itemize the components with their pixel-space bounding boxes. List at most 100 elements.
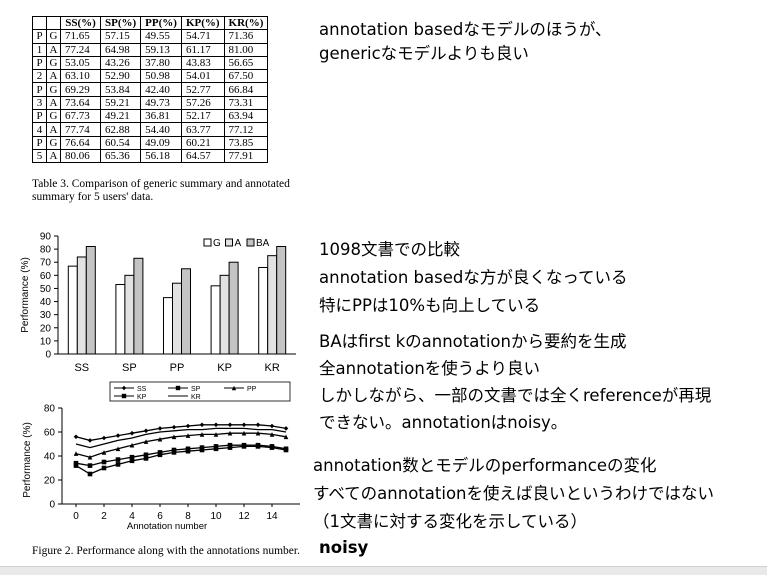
- table-cell: P: [32, 55, 47, 71]
- marker-square: [171, 447, 177, 453]
- table-cell: 73.64: [60, 95, 101, 111]
- marker-diamond: [115, 433, 121, 438]
- note-line: できない。annotationはnoisy。: [319, 413, 568, 432]
- note-block-4: annotation数とモデルのperformanceの変化 すべてのannot…: [313, 452, 714, 536]
- marker-square: [101, 459, 107, 465]
- marker-diamond: [121, 385, 127, 391]
- table-caption: Table 3. Comparison of generic summary a…: [32, 178, 290, 203]
- bar-a: [267, 255, 278, 355]
- y-tick-label: 40: [44, 452, 56, 463]
- table-cell: G: [46, 55, 61, 71]
- table-cell: 77.91: [223, 148, 269, 164]
- note-block-2: 1098文書での比較 annotation basedな方が良くなっている 特に…: [319, 236, 628, 320]
- note-line: BAはfirst kのannotationから要約を生成: [319, 332, 627, 351]
- x-axis-label: Annotation number: [127, 521, 207, 532]
- table-cell: 42.40: [140, 82, 182, 97]
- marker-triangle: [213, 432, 219, 437]
- marker-diamond: [241, 422, 247, 428]
- series-line-kr: [75, 427, 287, 449]
- y-tick-label: 80: [44, 404, 56, 415]
- marker-diamond: [185, 423, 191, 429]
- chart-legend: G A BA: [203, 238, 270, 249]
- table-body: P G 71.65 57.15 49.55 54.71 71.36 1 A 77.24 64.98 5…: [32, 29, 269, 164]
- marker-triangle: [199, 432, 205, 437]
- table-cell: G: [46, 29, 61, 44]
- legend-swatch: [203, 238, 212, 247]
- table-cell: 49.73: [140, 95, 182, 111]
- marker-triangle: [241, 430, 247, 436]
- y-tick-label: 0: [49, 500, 55, 511]
- table-cell: 50.98: [140, 69, 182, 84]
- marker-square: [101, 465, 107, 471]
- marker-square: [175, 385, 181, 391]
- note-line: annotation数とモデルのperformanceの変化: [313, 456, 657, 475]
- x-tick-label: 8: [185, 511, 191, 522]
- table-cell: 4: [32, 122, 47, 137]
- note-line: annotation basedな方が良くなっている: [319, 268, 628, 287]
- bar-ba: [85, 245, 96, 355]
- table-cell: P: [32, 135, 47, 150]
- marker-diamond: [129, 430, 135, 436]
- y-tick-label: 0: [45, 350, 51, 361]
- bar-ba: [276, 245, 287, 355]
- table-row: 5 A 80.06 65.36 56.18 64.57 77.91: [32, 148, 269, 164]
- legend-label: PP: [247, 386, 257, 393]
- marker-square: [185, 446, 191, 452]
- y-tick-label: 60: [40, 271, 52, 282]
- note-noisy: noisy: [319, 538, 369, 557]
- table-cell: 52.77: [180, 82, 225, 97]
- x-tick-label: 4: [129, 511, 135, 522]
- x-tick-label: 12: [238, 511, 250, 522]
- marker-square: [143, 452, 149, 458]
- table-cell: 73.31: [223, 95, 269, 111]
- table-cell: G: [46, 109, 61, 124]
- y-tick-label: 50: [40, 284, 52, 295]
- table-cell: 56.65: [223, 55, 269, 71]
- table-row: 1 A 77.24 64.98 59.13 61.17 81.00: [32, 42, 269, 57]
- marker-square: [213, 444, 219, 449]
- y-tick-label: 10: [40, 336, 52, 347]
- table-cell: 60.54: [99, 135, 142, 150]
- marker-square: [269, 445, 275, 450]
- marker-triangle: [283, 434, 289, 440]
- legend-label: A: [235, 238, 242, 249]
- table-cell: P: [32, 82, 47, 97]
- table-cell: 71.65: [60, 29, 101, 44]
- bar-a: [76, 256, 87, 355]
- table-row: P G 69.29 53.84 42.40 52.77 66.84: [32, 82, 269, 97]
- table-cell: 59.13: [140, 42, 182, 57]
- table-cell: 54.40: [140, 122, 182, 137]
- bar-chart: 0 10 20 30 40 50 60 70 80 90 Performance (%) SS SP PP…: [20, 232, 296, 374]
- table-cell: 57.26: [180, 95, 225, 111]
- table-cell: 65.36: [99, 148, 142, 164]
- table-row: 3 A 73.64 59.21 49.73 57.26 73.31: [32, 95, 269, 111]
- line-chart: SS SP PP KP KR 0 20 40 60 80 0 2 4 6 8 10 12 14 Annotation…: [22, 381, 300, 532]
- table-cell: 49.21: [99, 109, 142, 124]
- y-axis-label: Performance (%): [22, 422, 33, 498]
- legend-swatch: [246, 238, 255, 247]
- y-tick-label: 70: [40, 258, 52, 269]
- table-row: 4 A 77.74 62.88 54.40 63.77 77.12: [32, 122, 269, 137]
- marker-square: [185, 448, 191, 454]
- table-row: P G 67.73 49.21 36.81 52.17 63.94: [32, 109, 269, 124]
- x-tick-label: 2: [101, 511, 107, 522]
- marker-triangle: [73, 451, 79, 456]
- marker-square: [115, 457, 121, 462]
- bar-g: [67, 265, 78, 355]
- note-line: annotation basedなモデルのほうが、: [319, 20, 612, 39]
- table-cell: 77.74: [60, 122, 101, 137]
- bar-a: [172, 282, 182, 355]
- table-header-cell: KP(%): [180, 15, 225, 31]
- marker-diamond: [87, 438, 93, 443]
- table-header-cell: SS(%): [60, 15, 101, 31]
- table-cell: 43.26: [99, 55, 142, 71]
- marker-diamond: [213, 422, 219, 428]
- y-tick-label: 60: [44, 428, 56, 439]
- marker-square: [227, 442, 233, 448]
- y-axis-label: Performance (%): [20, 257, 31, 333]
- table-row: 2 A 63.10 52.90 50.98 54.01 67.50: [32, 69, 269, 84]
- marker-square: [157, 450, 163, 455]
- table-cell: 52.90: [99, 69, 142, 84]
- marker-square: [129, 458, 135, 464]
- table-cell: P: [32, 109, 47, 124]
